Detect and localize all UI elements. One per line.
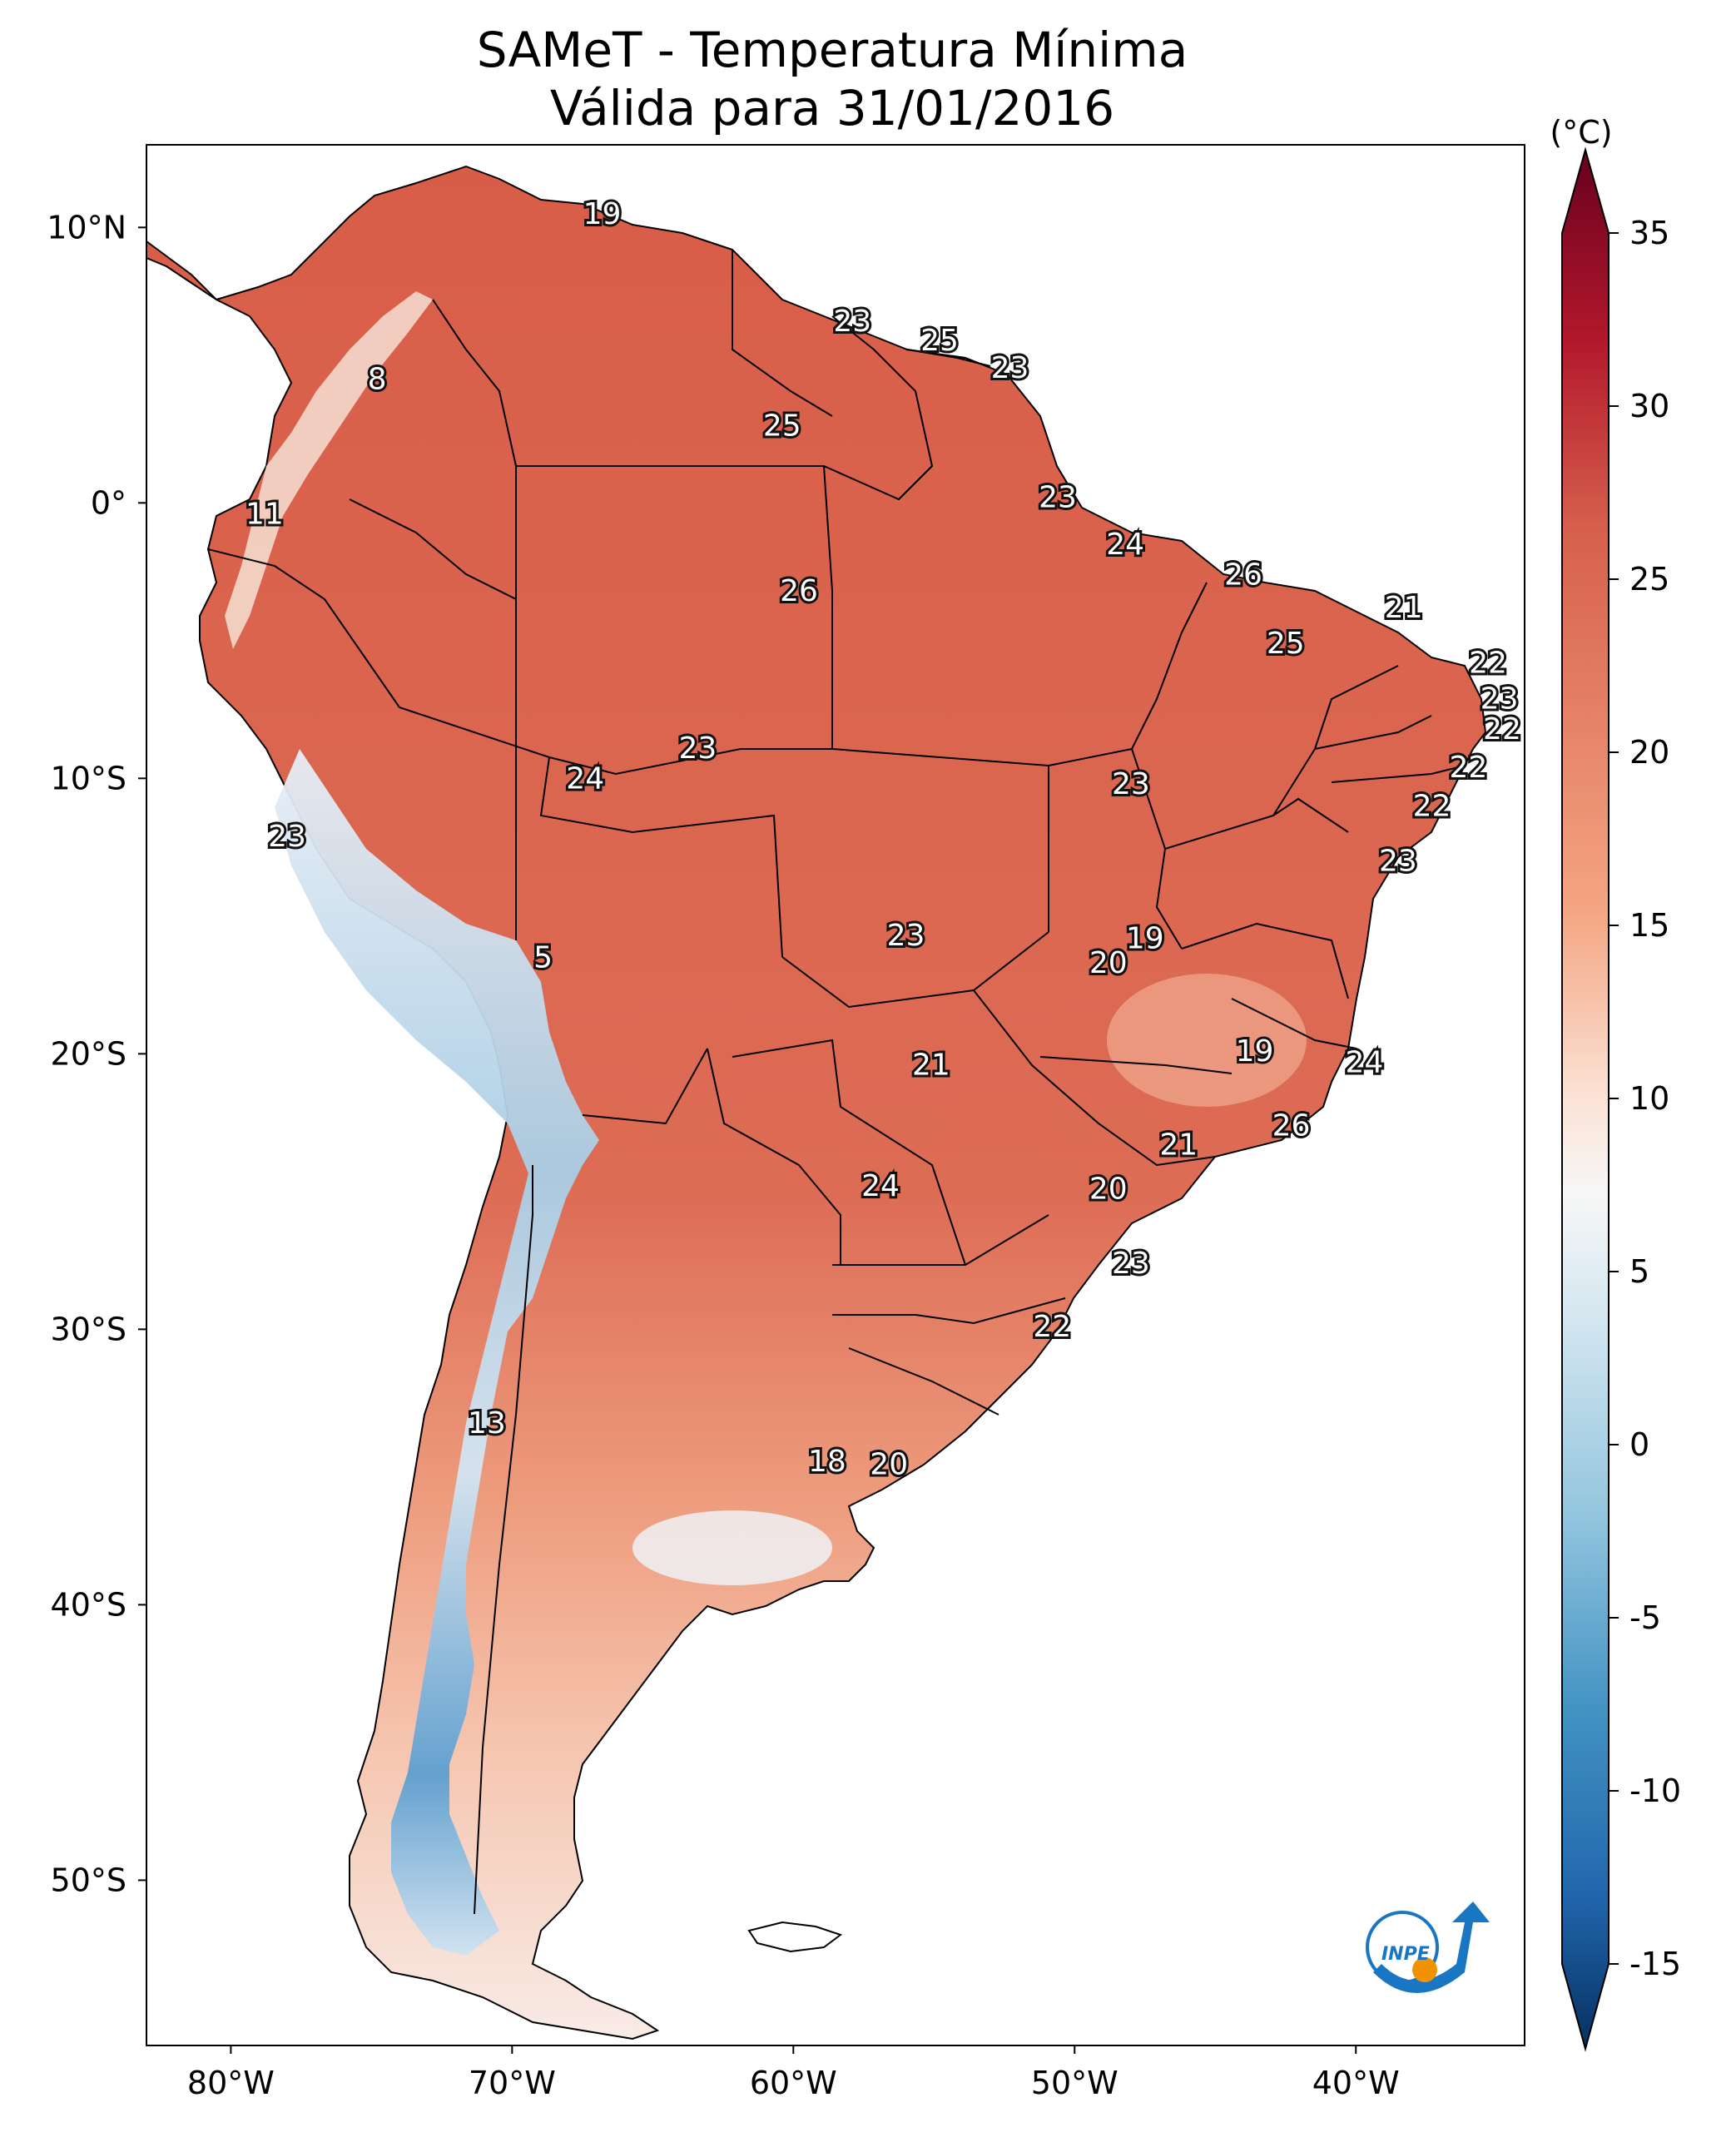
temperature-label: 21 (1385, 591, 1423, 625)
temperature-label: 23 (1379, 845, 1417, 879)
lon-tick-label: 50°W (1031, 2065, 1118, 2101)
political-borders (207, 250, 1466, 1915)
temperature-label: 13 (468, 1406, 506, 1440)
lon-tick-label: 40°W (1312, 2065, 1400, 2101)
colorbar-body (1561, 146, 1610, 2052)
colorbar-ticks: 35 30 25 20 15 10 5 0 -5 -10 -15 (1609, 215, 1681, 1982)
lat-tick-label: 30°S (51, 1311, 126, 1347)
temperature-label: 24 (1345, 1045, 1383, 1079)
temperature-label: 19 (583, 197, 622, 231)
temperature-label: 23 (1039, 481, 1077, 515)
temperature-label: 26 (780, 574, 818, 608)
temperature-label: 23 (833, 305, 871, 339)
temperature-label: 22 (1033, 1310, 1071, 1344)
temperature-label: 23 (887, 919, 925, 953)
map-title-line1: SAMeT - Temperatura Mínima (477, 22, 1188, 78)
temperature-label: 23 (268, 820, 306, 854)
temperature-label: 22 (1413, 789, 1451, 823)
map-title-line2: Válida para 31/01/2016 (550, 80, 1114, 136)
temperature-label: 24 (1106, 528, 1144, 562)
lon-tick-label: 70°W (469, 2065, 556, 2101)
temperature-label: 22 (1469, 646, 1507, 680)
temperature-label: 11 (246, 498, 284, 532)
temperature-label: 8 (368, 362, 387, 396)
temperature-label: 26 (1224, 558, 1262, 592)
temperature-label: 23 (678, 731, 717, 766)
lon-tick-label: 80°W (187, 2065, 275, 2101)
colorbar-unit-label: (°C) (1550, 114, 1612, 151)
temperature-label: 20 (1089, 946, 1128, 980)
temperature-label: 18 (808, 1445, 846, 1479)
lat-tick-label: 40°S (51, 1586, 126, 1623)
colorbar-tick-label: 0 (1629, 1426, 1649, 1463)
colorbar-tick-label: -10 (1629, 1773, 1681, 1809)
colorbar-tick-label: -5 (1629, 1599, 1661, 1636)
temperature-label: 22 (1450, 751, 1488, 785)
colorbar-tick-label: 20 (1629, 734, 1669, 771)
temperature-label: 25 (763, 409, 801, 444)
latitude-ticks: 10°N 0° 10°S 20°S 30°S 40°S 50°S (47, 209, 146, 1898)
inpe-logo-text: INPE (1381, 1944, 1430, 1965)
inpe-logo-dot-icon (1412, 1957, 1437, 1982)
temperature-label: 20 (870, 1448, 908, 1482)
temperature-label: 23 (1481, 682, 1519, 716)
temperature-label: 24 (861, 1169, 900, 1203)
lat-tick-label: 0° (91, 484, 126, 521)
colorbar-tick-label: 5 (1629, 1253, 1649, 1290)
lat-tick-label: 50°S (51, 1862, 126, 1898)
colorbar-tick-label: -15 (1629, 1946, 1681, 1982)
temperature-label: 19 (1236, 1034, 1274, 1069)
northern-andes-cool (225, 291, 433, 649)
lat-tick-label: 10°S (51, 760, 126, 796)
colorbar-tick-label: 35 (1629, 215, 1669, 251)
lat-tick-label: 20°S (51, 1035, 126, 1072)
temperature-label: 25 (1267, 627, 1305, 661)
sierra-cool-patch (1107, 974, 1307, 1107)
inpe-logo: INPE (1366, 1902, 1490, 1993)
patagonia-cool-patch (632, 1510, 832, 1585)
lon-tick-label: 60°W (750, 2065, 837, 2101)
temperature-label: 19 (1126, 921, 1164, 955)
temperature-label: 23 (991, 351, 1029, 385)
temperature-label: 26 (1272, 1108, 1311, 1143)
colorbar: (°C) 35 30 25 20 15 10 5 0 -5 -10 -15 (1550, 114, 1681, 2052)
inpe-logo-arrow-icon (1373, 1902, 1490, 1993)
temperature-label: 21 (1159, 1128, 1198, 1163)
colorbar-tick-label: 15 (1629, 907, 1669, 944)
colorbar-tick-label: 30 (1629, 388, 1669, 424)
falkland-islands (747, 1921, 843, 1953)
temperature-label: 25 (920, 324, 959, 358)
lat-tick-label: 10°N (47, 209, 126, 245)
map-frame-border (146, 144, 1525, 2046)
temperature-label: 23 (1112, 1247, 1150, 1281)
temperature-label: 20 (1089, 1173, 1128, 1207)
temperature-label: 21 (912, 1049, 950, 1083)
temperature-label: 24 (566, 761, 604, 796)
colorbar-tick-label: 10 (1629, 1080, 1669, 1117)
temperature-label: 22 (1483, 712, 1521, 746)
temperature-label: 23 (1112, 767, 1150, 801)
temperature-label: 5 (533, 940, 553, 974)
colorbar-tick-label: 25 (1629, 561, 1669, 598)
longitude-ticks: 80°W 70°W 60°W 50°W 40°W (187, 2045, 1400, 2101)
andes-cold-region (275, 749, 599, 1956)
